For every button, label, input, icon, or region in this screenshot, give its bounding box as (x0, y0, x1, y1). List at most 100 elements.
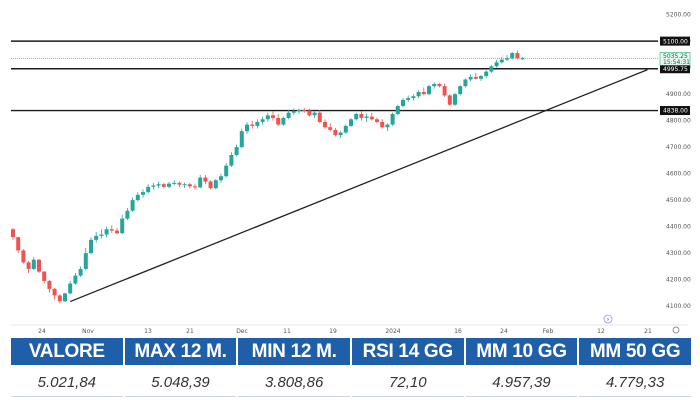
candle-up (167, 183, 171, 187)
value-max-12m: 5.048,39 (124, 368, 237, 397)
header-valore: VALORE (11, 338, 123, 365)
candle-down (323, 121, 327, 128)
y-tick-label: 4700.00 (666, 144, 691, 151)
candle-up (229, 155, 234, 166)
value-mm-50: 4.779,33 (579, 368, 691, 397)
candle-down (276, 117, 281, 125)
candle-up (83, 253, 88, 269)
candle-up (151, 185, 156, 187)
stats-table: VALORE MAX 12 M. MIN 12 M. RSI 14 GG MM … (9, 338, 693, 398)
event-marker-glyph: ⚡ (606, 317, 610, 324)
candle-down (203, 177, 208, 182)
candle-up (63, 293, 67, 302)
candle-down (16, 237, 21, 251)
candle-up (125, 210, 130, 219)
candle-down (52, 288, 57, 296)
y-tick-label: 4300.00 (666, 250, 691, 257)
header-mm-10: MM 10 GG (465, 338, 578, 365)
candle-down (161, 184, 166, 187)
candle-up (224, 165, 229, 177)
level-price-label: 4838.00 (663, 108, 688, 115)
candle-up (390, 113, 395, 125)
candle-down (442, 86, 447, 96)
value-mm-10: 4.957,39 (465, 368, 578, 397)
candle-up (463, 79, 468, 87)
level-price-label: 4995.75 (663, 66, 688, 73)
candle-up (349, 119, 353, 126)
candle-up (219, 176, 223, 181)
candle-down (193, 186, 197, 188)
y-tick-label: 4500.00 (666, 197, 691, 204)
candle-up (172, 182, 177, 184)
candle-down (317, 112, 322, 122)
candle-up (401, 99, 405, 107)
candle-up (182, 184, 187, 186)
candle-up (265, 115, 270, 120)
candle-up (432, 84, 437, 87)
candle-down (437, 84, 442, 87)
candle-down (421, 91, 426, 95)
candle-up (198, 177, 203, 188)
candle-down (109, 229, 114, 231)
candle-up (213, 180, 218, 189)
x-tick-label: 19 (329, 328, 337, 335)
price-chart[interactable]: 4100.00 4200.00 4300.00 4400.00 4500.00 4600.… (0, 0, 700, 335)
x-tick-label: 16 (454, 328, 462, 335)
candle-up (99, 234, 104, 236)
x-tick-label: Feb (543, 328, 554, 335)
candle-down (302, 110, 307, 112)
candle-down (208, 181, 213, 189)
candle-up (484, 71, 489, 77)
y-tick-label: 4400.00 (666, 224, 691, 231)
candle-down (37, 259, 41, 272)
candle-up (505, 58, 509, 60)
x-tick-label: Dec (236, 328, 248, 335)
header-rsi-14: RSI 14 GG (351, 338, 464, 365)
candle-up (245, 124, 249, 132)
candle-up (510, 53, 515, 59)
candle-down (380, 121, 385, 128)
candle-up (427, 86, 431, 95)
candle-up (385, 124, 390, 128)
candle-down (47, 280, 52, 289)
current-price-tag (659, 51, 691, 66)
candle-up (120, 218, 125, 234)
chart-settings-icon[interactable] (672, 326, 680, 334)
header-min-12m: MIN 12 M. (238, 338, 350, 365)
candle-up (364, 116, 369, 118)
candle-up (234, 147, 239, 156)
header-mm-50: MM 50 GG (579, 338, 691, 365)
trendline (69, 69, 648, 303)
candle-up (312, 112, 317, 116)
candle-up (499, 59, 504, 63)
candle-down (515, 53, 520, 59)
x-tick-label: 21 (644, 328, 652, 335)
candle-up (354, 113, 359, 120)
candle-up (297, 110, 301, 112)
header-max-12m: MAX 12 M. (124, 338, 237, 365)
candle-up (291, 111, 296, 113)
candle-up (68, 283, 73, 294)
y-tick-label: 4100.00 (666, 303, 691, 310)
candle-up (281, 117, 286, 125)
x-tick-label: Nov (82, 328, 94, 335)
candle-up (458, 86, 463, 95)
value-min-12m: 3.808,86 (238, 368, 350, 397)
value-valore: 5.021,84 (11, 368, 123, 397)
candle-up (489, 66, 494, 72)
chart-background (0, 0, 700, 335)
event-marker-icon[interactable] (603, 314, 613, 324)
candle-up (89, 239, 93, 254)
level-price-tag (660, 36, 690, 46)
x-tick-label: 2024 (385, 328, 400, 335)
candle-down (11, 229, 15, 238)
x-tick-label: 11 (283, 328, 291, 335)
candle-down (42, 271, 47, 281)
candle-up (286, 112, 291, 118)
candle-up (395, 106, 400, 114)
candlestick-chart-svg[interactable]: 4100.00 4200.00 4300.00 4400.00 4500.00 4600.… (0, 0, 700, 335)
candle-up (78, 268, 83, 276)
candle-up (156, 184, 161, 186)
candle-down (328, 127, 333, 130)
y-tick-label: 4600.00 (666, 171, 691, 178)
